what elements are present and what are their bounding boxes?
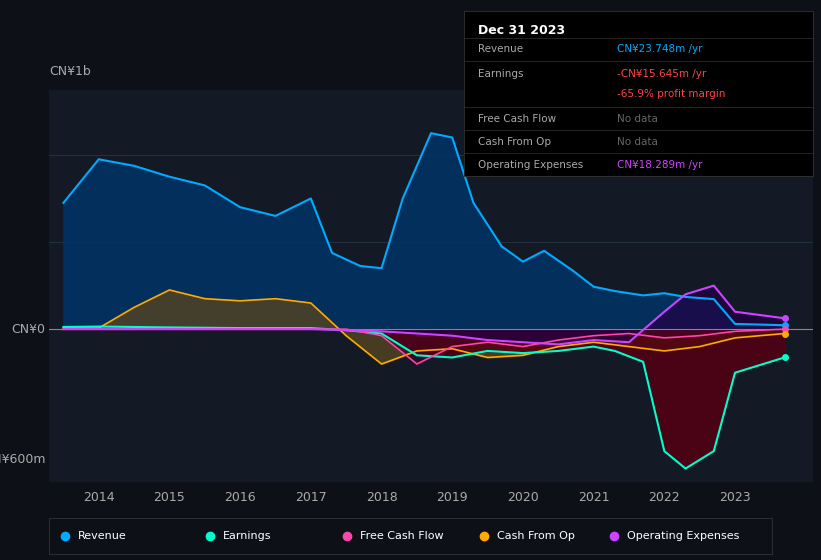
Text: -CN¥15.645m /yr: -CN¥15.645m /yr	[617, 69, 707, 79]
Text: -CN¥600m: -CN¥600m	[0, 454, 45, 466]
Text: Earnings: Earnings	[222, 531, 271, 541]
Text: No data: No data	[617, 137, 658, 147]
Text: Operating Expenses: Operating Expenses	[478, 160, 583, 170]
Text: Revenue: Revenue	[78, 531, 127, 541]
Text: CN¥1b: CN¥1b	[49, 65, 91, 78]
Text: Operating Expenses: Operating Expenses	[627, 531, 740, 541]
Text: Cash From Op: Cash From Op	[498, 531, 575, 541]
Text: CN¥18.289m /yr: CN¥18.289m /yr	[617, 160, 703, 170]
Text: No data: No data	[617, 114, 658, 124]
Text: Revenue: Revenue	[478, 44, 523, 54]
Text: CN¥23.748m /yr: CN¥23.748m /yr	[617, 44, 703, 54]
Text: Dec 31 2023: Dec 31 2023	[478, 25, 565, 38]
Text: Free Cash Flow: Free Cash Flow	[478, 114, 556, 124]
Text: CN¥0: CN¥0	[11, 323, 45, 335]
Text: -65.9% profit margin: -65.9% profit margin	[617, 89, 726, 99]
Text: Earnings: Earnings	[478, 69, 523, 79]
Text: Free Cash Flow: Free Cash Flow	[360, 531, 443, 541]
Text: Cash From Op: Cash From Op	[478, 137, 551, 147]
